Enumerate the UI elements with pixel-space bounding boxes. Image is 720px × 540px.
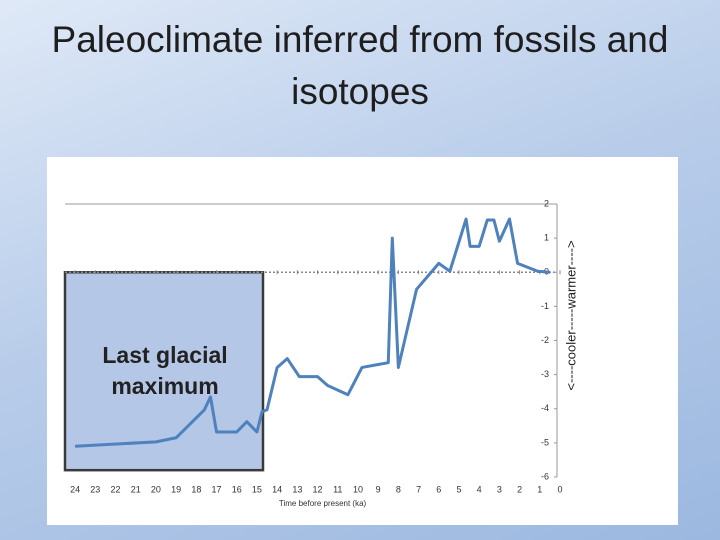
chart: 210-1-2-3-4-5-624 23 22 21 20 19 18 17 16 15 14 13 1… [63,198,578,508]
x-tick-label: 16 [232,484,242,494]
x-tick-label: 14 [272,484,282,494]
x-tick-label: 22 [111,484,121,494]
x-tick-label: 23 [90,484,100,494]
data-line [75,217,551,448]
x-tick-label: 20 [151,484,161,494]
x-tick-label: 19 [171,484,181,494]
region-label: Last glacial maximum [102,342,228,399]
x-tick-label: 2 [517,484,522,494]
x-tick-label: 3 [497,484,502,494]
x-tick-label: 5 [456,484,461,494]
x-tick-label: 0 [557,484,562,494]
y-tick-label: -6 [541,471,549,481]
slide-title: Paleoclimate inferred from fossils and i… [51,19,669,112]
x-tick-label: 21 [131,484,141,494]
y-tick-label: 1 [544,233,549,243]
x-tick-label: 13 [292,484,302,494]
y-tick-label: -3 [541,369,549,379]
x-tick-label: 1 [537,484,542,494]
y-tick-label: -5 [541,437,549,447]
y-tick-label: -4 [541,403,549,413]
x-tick-label: 11 [333,484,342,494]
y-tick-label: 2 [544,198,549,208]
x-tick-label: 24 [70,484,80,494]
x-tick-label: 17 [212,484,222,494]
x-axis-label: Time before present (ka) [279,499,367,508]
x-tick-label: 15 [252,484,262,494]
region [63,271,265,472]
x-tick-label: 4 [477,484,482,494]
x-tick-label: 6 [436,484,441,494]
y-tick-label: -2 [541,335,549,345]
x-tick-label: 7 [416,484,421,494]
x-tick-label: 8 [396,484,401,494]
x-tick-label: 9 [376,484,381,494]
y-axis-label: <----cooler-----warmer----> [563,240,578,390]
x-tick-label: 18 [191,484,201,494]
y-tick-label: -1 [541,301,549,311]
x-tick-label: 12 [313,484,323,494]
chart-panel: 2 1 0 -1 -2 -3 -4 -5 -6 24 23 22 21 20 19 18 17 16 15 14 13 1… [47,157,678,525]
x-tick-label: 10 [353,484,363,494]
